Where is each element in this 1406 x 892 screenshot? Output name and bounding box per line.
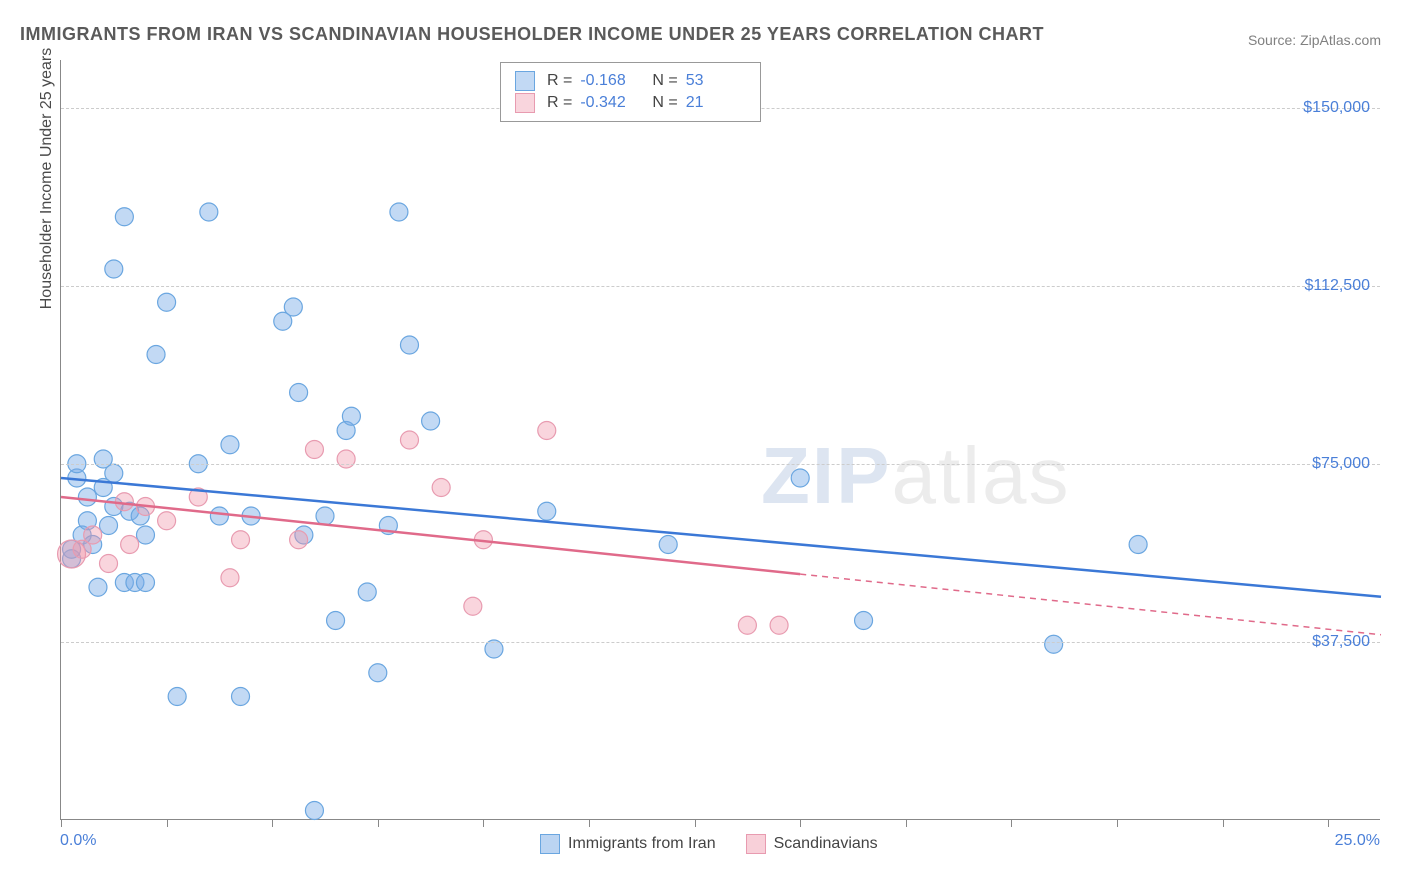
gridline — [61, 464, 1380, 465]
chart-svg — [61, 60, 1380, 819]
legend-swatch — [746, 834, 766, 854]
legend-r-value: -0.342 — [580, 94, 640, 112]
scatter-point — [290, 531, 308, 549]
x-tick — [378, 819, 379, 827]
scatter-point — [78, 488, 96, 506]
legend-series: Immigrants from Iran Scandinavians — [540, 834, 878, 854]
scatter-point — [327, 612, 345, 630]
gridline — [61, 642, 1380, 643]
x-tick — [906, 819, 907, 827]
scatter-point — [89, 578, 107, 596]
scatter-point — [791, 469, 809, 487]
scatter-point — [168, 688, 186, 706]
y-tick-label: $75,000 — [1312, 455, 1370, 473]
legend-r-label: R = — [547, 94, 572, 112]
scatter-point — [84, 526, 102, 544]
scatter-point — [538, 502, 556, 520]
y-tick-label: $150,000 — [1303, 99, 1370, 117]
legend-swatch — [515, 93, 535, 113]
scatter-point — [1129, 536, 1147, 554]
x-tick — [272, 819, 273, 827]
x-tick — [589, 819, 590, 827]
scatter-point — [770, 616, 788, 634]
chart-title: IMMIGRANTS FROM IRAN VS SCANDINAVIAN HOU… — [20, 24, 1044, 45]
scatter-point — [115, 208, 133, 226]
scatter-point — [342, 407, 360, 425]
scatter-point — [221, 436, 239, 454]
legend-n-label: N = — [652, 94, 677, 112]
legend-r-value: -0.168 — [580, 72, 640, 90]
scatter-point — [659, 536, 677, 554]
legend-stat-row: R = -0.168 N = 53 — [515, 71, 746, 91]
scatter-point — [158, 293, 176, 311]
y-tick-label: $112,500 — [1304, 277, 1370, 295]
legend-label: Scandinavians — [774, 835, 878, 853]
scatter-point — [422, 412, 440, 430]
legend-stat-row: R = -0.342 N = 21 — [515, 93, 746, 113]
scatter-point — [432, 479, 450, 497]
scatter-point — [464, 597, 482, 615]
scatter-point — [538, 422, 556, 440]
legend-item: Immigrants from Iran — [540, 834, 716, 854]
x-tick — [800, 819, 801, 827]
scatter-point — [200, 203, 218, 221]
x-axis-max-label: 25.0% — [1335, 832, 1380, 850]
scatter-point — [232, 531, 250, 549]
scatter-point — [400, 336, 418, 354]
scatter-point — [358, 583, 376, 601]
scatter-point — [305, 802, 323, 820]
y-axis-title: Householder Income Under 25 years — [38, 48, 56, 309]
scatter-point — [136, 526, 154, 544]
scatter-point — [210, 507, 228, 525]
scatter-point — [100, 555, 118, 573]
scatter-point — [284, 298, 302, 316]
scatter-point — [316, 507, 334, 525]
legend-swatch — [515, 71, 535, 91]
legend-n-label: N = — [652, 72, 677, 90]
gridline — [61, 286, 1380, 287]
scatter-point — [1045, 635, 1063, 653]
trend-line — [61, 478, 1381, 597]
x-tick — [483, 819, 484, 827]
x-tick — [1328, 819, 1329, 827]
x-axis-min-label: 0.0% — [60, 832, 96, 850]
scatter-point — [390, 203, 408, 221]
legend-n-value: 21 — [686, 94, 746, 112]
plot-area: ZIPatlas $37,500$75,000$112,500$150,000 — [60, 60, 1380, 820]
scatter-point — [400, 431, 418, 449]
x-tick — [1117, 819, 1118, 827]
scatter-point — [105, 464, 123, 482]
legend-stats: R = -0.168 N = 53 R = -0.342 N = 21 — [500, 62, 761, 122]
x-tick — [1011, 819, 1012, 827]
legend-item: Scandinavians — [746, 834, 878, 854]
x-tick — [61, 819, 62, 827]
scatter-point — [105, 260, 123, 278]
x-tick — [167, 819, 168, 827]
scatter-point — [158, 512, 176, 530]
scatter-point — [136, 574, 154, 592]
x-tick — [695, 819, 696, 827]
source-label: Source: ZipAtlas.com — [1248, 32, 1381, 48]
scatter-point — [337, 450, 355, 468]
scatter-point — [100, 517, 118, 535]
x-tick — [1223, 819, 1224, 827]
legend-r-label: R = — [547, 72, 572, 90]
trend-line-extrapolated — [800, 574, 1381, 635]
scatter-point — [305, 441, 323, 459]
scatter-point — [232, 688, 250, 706]
scatter-point — [121, 536, 139, 554]
scatter-point — [290, 384, 308, 402]
legend-label: Immigrants from Iran — [568, 835, 716, 853]
scatter-point — [738, 616, 756, 634]
legend-n-value: 53 — [686, 72, 746, 90]
scatter-point — [369, 664, 387, 682]
scatter-point — [221, 569, 239, 587]
scatter-point — [855, 612, 873, 630]
y-tick-label: $37,500 — [1312, 633, 1370, 651]
scatter-point — [147, 346, 165, 364]
legend-swatch — [540, 834, 560, 854]
